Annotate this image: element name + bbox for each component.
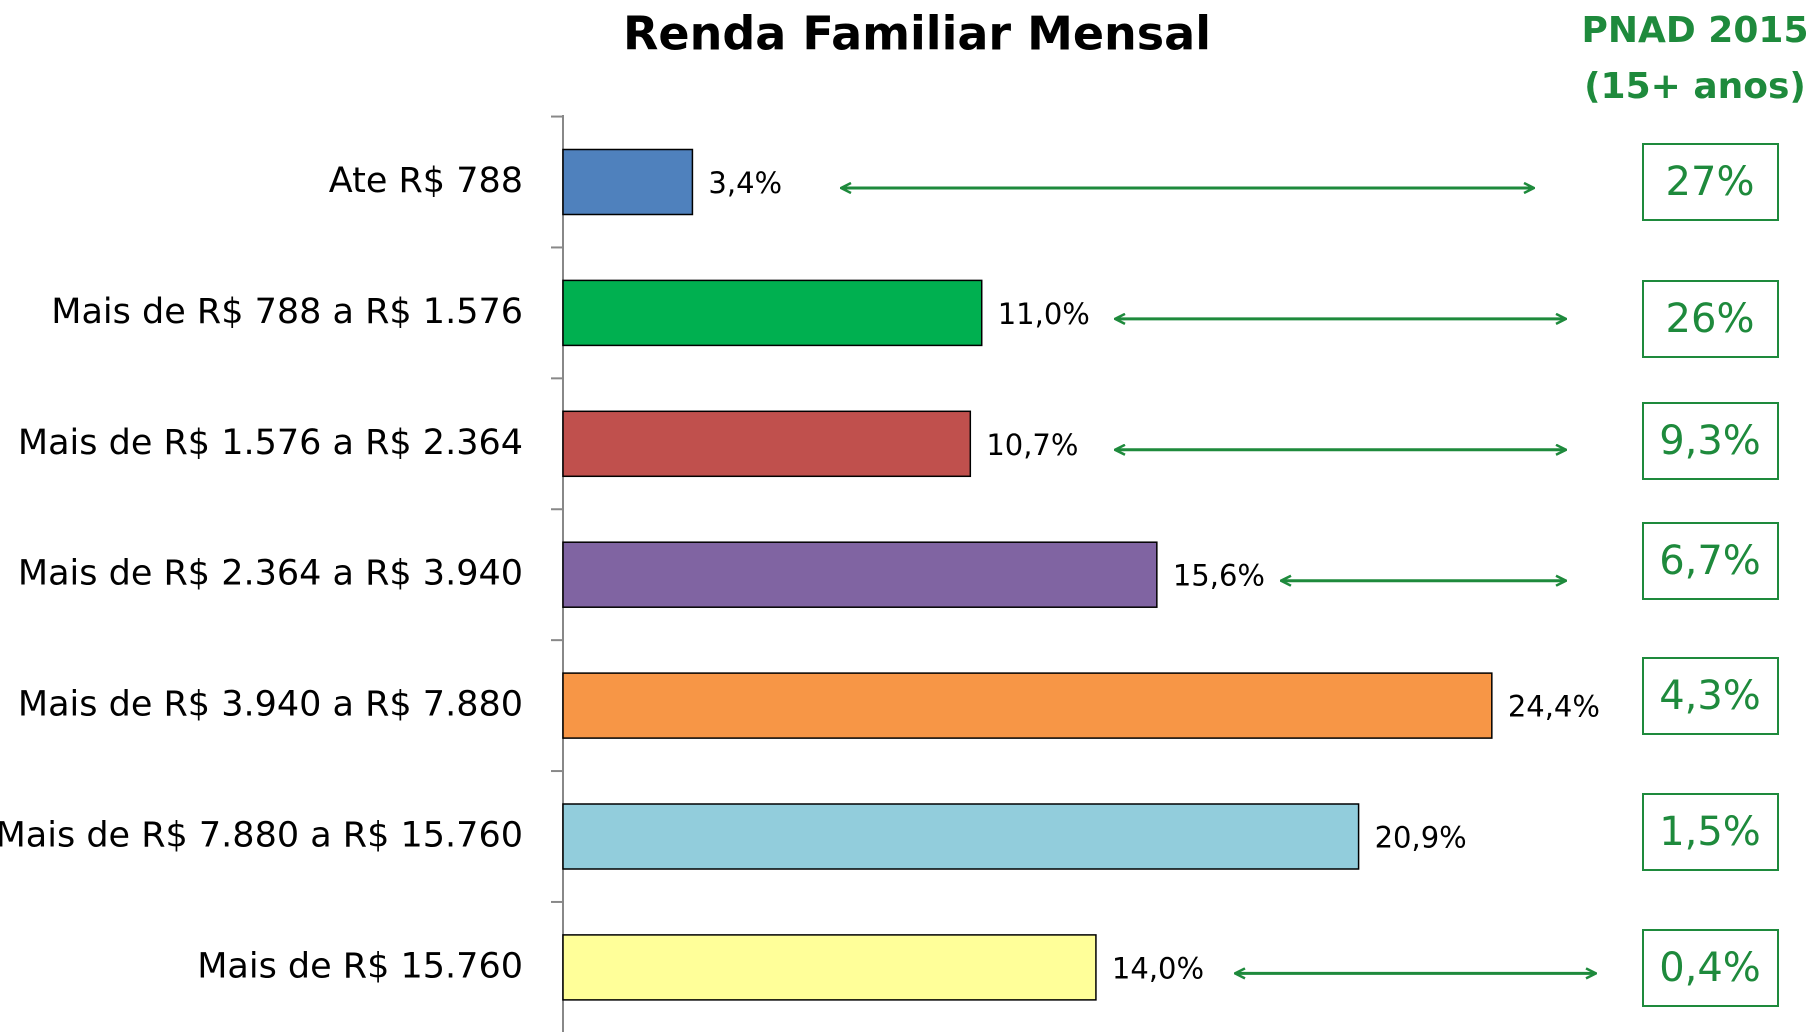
data-label: 3,4% bbox=[708, 166, 782, 200]
y-tick-label: Mais de R$ 3.940 a R$ 7.880 bbox=[18, 685, 523, 725]
pnad-value: 26% bbox=[1666, 296, 1755, 342]
bar bbox=[562, 279, 983, 347]
y-tick-label: Mais de R$ 15.760 bbox=[197, 946, 523, 986]
bar bbox=[562, 541, 1158, 608]
data-label: 24,4% bbox=[1508, 690, 1600, 724]
chart-title: Renda Familiar Mensal bbox=[623, 7, 1211, 61]
data-label: 11,0% bbox=[998, 297, 1090, 331]
pnad-box bbox=[1642, 657, 1779, 735]
data-label: 15,6% bbox=[1173, 559, 1265, 593]
pnad-box bbox=[1642, 522, 1779, 600]
pnad-box bbox=[1642, 793, 1779, 871]
data-label: 14,0% bbox=[1112, 951, 1204, 985]
pnad-box bbox=[1642, 929, 1779, 1007]
pnad-box bbox=[1642, 143, 1779, 221]
data-label: 10,7% bbox=[986, 428, 1078, 462]
pnad-value: 6,7% bbox=[1659, 538, 1761, 584]
bar bbox=[562, 934, 1097, 1001]
bar bbox=[562, 148, 694, 216]
bar bbox=[562, 672, 1493, 739]
pnad-value: 0,4% bbox=[1659, 945, 1761, 991]
pnad-value: 1,5% bbox=[1659, 809, 1761, 855]
pnad-box bbox=[1642, 280, 1779, 358]
y-tick-label: Mais de R$ 7.880 a R$ 15.760 bbox=[0, 816, 523, 856]
y-tick-label: Ate R$ 788 bbox=[329, 161, 523, 201]
pnad-box bbox=[1642, 402, 1779, 480]
pnad-title: (15+ anos) bbox=[1584, 66, 1806, 107]
data-label: 20,9% bbox=[1375, 821, 1467, 855]
pnad-title: PNAD 2015 bbox=[1582, 10, 1808, 51]
y-tick-label: Mais de R$ 1.576 a R$ 2.364 bbox=[18, 423, 523, 463]
y-tick-label: Mais de R$ 788 a R$ 1.576 bbox=[51, 292, 523, 332]
pnad-value: 9,3% bbox=[1659, 418, 1761, 464]
pnad-value: 27% bbox=[1666, 159, 1755, 205]
y-tick-label: Mais de R$ 2.364 a R$ 3.940 bbox=[18, 554, 523, 594]
bar bbox=[562, 803, 1360, 870]
bar bbox=[562, 410, 972, 478]
pnad-value: 4,3% bbox=[1659, 673, 1761, 719]
